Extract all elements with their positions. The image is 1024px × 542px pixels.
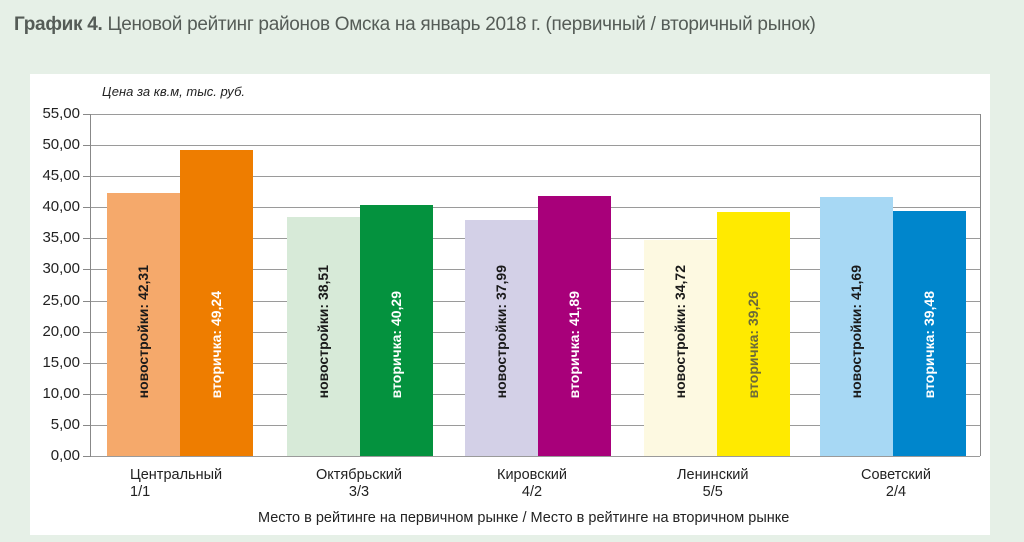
category-label: Октябрьский 3/3 — [316, 467, 402, 501]
category-label: Центральный 1/1 — [130, 467, 222, 501]
gridline — [91, 114, 980, 115]
bar-value-label: вторичка: 40,29 — [387, 290, 404, 398]
y-tick-mark — [83, 331, 91, 333]
bar-value-label: вторичка: 39,26 — [744, 290, 761, 398]
bar-value-label: вторичка: 39,48 — [920, 290, 937, 398]
chart-title-text: Ценовой рейтинг районов Омска на январь … — [102, 14, 816, 35]
y-tick-mark — [83, 238, 91, 240]
bar-value-label: новостройки: 34,72 — [671, 264, 688, 398]
bar-value-label: новостройки: 37,99 — [492, 264, 509, 398]
gridline — [91, 145, 980, 147]
y-tick-label: 20,00 — [42, 322, 80, 340]
y-tick-mark — [83, 176, 91, 178]
y-tick-mark — [83, 300, 91, 302]
district-name: Ленинский — [677, 467, 749, 483]
bar-novostroyki: новостройки: 34,72 — [644, 240, 717, 456]
bar-value-label: новостройки: 41,69 — [847, 264, 864, 398]
bar-novostroyki: новостройки: 38,51 — [287, 216, 360, 456]
y-tick-mark — [83, 269, 91, 271]
district-rank: 1/1 — [130, 484, 151, 500]
x-axis-label: Место в рейтинге на первичном рынке / Ме… — [258, 510, 790, 526]
bar-value-label: вторичка: 41,89 — [565, 290, 582, 398]
y-tick-label: 40,00 — [42, 198, 80, 216]
y-tick-label: 45,00 — [42, 167, 80, 185]
district-rank: 5/5 — [702, 484, 723, 500]
district-rank: 2/4 — [885, 484, 907, 500]
bar-novostroyki: новостройки: 41,69 — [820, 196, 893, 456]
y-tick-label: 5,00 — [50, 415, 80, 433]
y-tick-mark — [83, 456, 91, 457]
y-tick-mark — [83, 362, 91, 364]
district-name: Центральный — [130, 467, 223, 483]
bar-value-label: вторичка: 49,24 — [207, 290, 224, 398]
y-tick-label: 30,00 — [42, 260, 80, 278]
y-tick-label: 50,00 — [42, 136, 80, 154]
bar-value-label: новостройки: 38,51 — [314, 264, 331, 398]
y-tick-label: 25,00 — [42, 291, 80, 309]
y-tick-label: 55,00 — [42, 105, 80, 122]
y-tick-label: 10,00 — [42, 384, 80, 402]
gridline — [91, 176, 980, 178]
gridline — [91, 207, 980, 209]
bar-vtorichka: вторичка: 39,26 — [717, 211, 790, 456]
district-name: Октябрьский — [316, 467, 402, 483]
y-tick-mark — [83, 424, 91, 426]
chart-title: График 4. Ценовой рейтинг районов Омска … — [14, 12, 1014, 38]
chart-title-number: График 4. — [14, 14, 103, 35]
category-label: Кировский 4/2 — [497, 467, 567, 501]
district-name: Советский — [861, 467, 931, 483]
category-label: Советский 2/4 — [861, 467, 931, 501]
category-label: Ленинский 5/5 — [677, 467, 749, 501]
plot-area: новостройки: 42,31 вторичка: 49,24 новостр… — [83, 114, 981, 457]
y-tick-mark — [83, 145, 91, 147]
district-rank: 3/3 — [348, 484, 370, 500]
district-rank: 4/2 — [521, 484, 543, 500]
bar-novostroyki: новостройки: 37,99 — [465, 219, 538, 456]
district-name: Кировский — [497, 467, 568, 483]
y-tick-label: 0,00 — [50, 447, 80, 464]
y-tick-mark — [83, 114, 91, 115]
bar-vtorichka: вторичка: 49,24 — [180, 149, 253, 456]
y-tick-label: 35,00 — [42, 229, 80, 247]
bar-novostroyki: новостройки: 42,31 — [107, 192, 180, 456]
bar-vtorichka: вторичка: 41,89 — [538, 195, 611, 456]
y-tick-mark — [83, 393, 91, 395]
gridline — [91, 456, 980, 457]
bar-vtorichka: вторичка: 39,48 — [893, 210, 966, 456]
bar-value-label: новостройки: 42,31 — [134, 264, 151, 398]
y-tick-mark — [83, 207, 91, 209]
y-axis-label: Цена за кв.м, тыс. руб. — [102, 84, 245, 99]
bar-vtorichka: вторичка: 40,29 — [360, 205, 433, 456]
y-tick-label: 15,00 — [42, 353, 80, 371]
